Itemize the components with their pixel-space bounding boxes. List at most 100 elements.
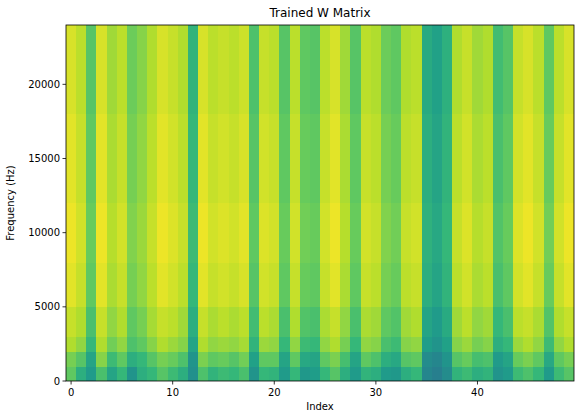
y-tick-label: 15000 — [28, 153, 60, 164]
cell — [371, 366, 382, 381]
y-tick-label: 0 — [54, 376, 60, 387]
cell — [513, 366, 524, 381]
cell — [493, 262, 504, 307]
cell — [503, 351, 514, 366]
cell — [279, 25, 290, 114]
cell — [300, 114, 311, 203]
y-tick — [63, 232, 67, 233]
cell — [432, 337, 443, 352]
cell — [310, 351, 321, 366]
cell — [259, 262, 270, 307]
cell — [472, 337, 483, 352]
cell — [483, 366, 494, 381]
cell — [239, 366, 250, 381]
cell — [350, 351, 361, 366]
cell — [168, 307, 179, 337]
cell — [401, 337, 412, 352]
cell — [300, 262, 311, 307]
cell — [350, 366, 361, 381]
cell — [188, 351, 199, 366]
cell — [523, 25, 534, 114]
cell — [259, 337, 270, 352]
cell — [320, 337, 331, 352]
cell — [290, 262, 301, 307]
cell — [564, 262, 574, 307]
cell — [76, 25, 87, 114]
cell — [391, 25, 402, 114]
cell — [147, 25, 158, 114]
cell — [279, 114, 290, 203]
cell — [229, 25, 240, 114]
cell — [198, 366, 209, 381]
cell — [462, 262, 473, 307]
cell — [269, 203, 280, 263]
cell — [249, 203, 260, 263]
cell — [462, 351, 473, 366]
cell — [320, 25, 331, 114]
cell — [401, 262, 412, 307]
cell — [523, 337, 534, 352]
cell — [554, 351, 565, 366]
cell — [544, 203, 555, 263]
cell — [208, 307, 219, 337]
cell — [66, 262, 77, 307]
cell — [452, 366, 463, 381]
cell — [269, 25, 280, 114]
cell — [523, 307, 534, 337]
cell — [544, 25, 555, 114]
cell — [239, 203, 250, 263]
cell — [493, 25, 504, 114]
cell — [157, 366, 168, 381]
cell — [218, 366, 229, 381]
cell — [503, 203, 514, 263]
cell — [371, 262, 382, 307]
cell — [76, 203, 87, 263]
cell — [371, 351, 382, 366]
cell — [401, 203, 412, 263]
cell — [452, 114, 463, 203]
cell — [218, 25, 229, 114]
cell — [564, 307, 574, 337]
cell — [554, 366, 565, 381]
y-axis-title: Frequency (Hz) — [5, 165, 16, 241]
x-tick-label: 40 — [471, 387, 484, 398]
cell — [157, 351, 168, 366]
cell — [554, 114, 565, 203]
cell — [117, 262, 128, 307]
cell — [188, 307, 199, 337]
cell — [249, 366, 260, 381]
cell — [208, 337, 219, 352]
cell — [533, 203, 544, 263]
cell — [513, 262, 524, 307]
cell — [269, 114, 280, 203]
cell — [96, 307, 107, 337]
cell — [157, 203, 168, 263]
cell — [371, 337, 382, 352]
cell — [330, 114, 341, 203]
cell — [432, 203, 443, 263]
cell — [310, 366, 321, 381]
cell — [76, 307, 87, 337]
cell — [229, 351, 240, 366]
cell — [76, 337, 87, 352]
cell — [310, 203, 321, 263]
cell — [391, 366, 402, 381]
x-tick-label: 0 — [68, 387, 74, 398]
y-tick — [63, 158, 67, 159]
cell — [361, 262, 372, 307]
cell — [432, 262, 443, 307]
cell — [483, 203, 494, 263]
cell — [218, 307, 229, 337]
cell — [442, 366, 453, 381]
cell — [503, 114, 514, 203]
cell — [472, 351, 483, 366]
cell — [493, 203, 504, 263]
cell — [239, 307, 250, 337]
cell — [523, 366, 534, 381]
cell — [513, 114, 524, 203]
cell — [350, 25, 361, 114]
cell — [422, 25, 433, 114]
cell — [147, 337, 158, 352]
cell — [229, 337, 240, 352]
cell — [147, 203, 158, 263]
